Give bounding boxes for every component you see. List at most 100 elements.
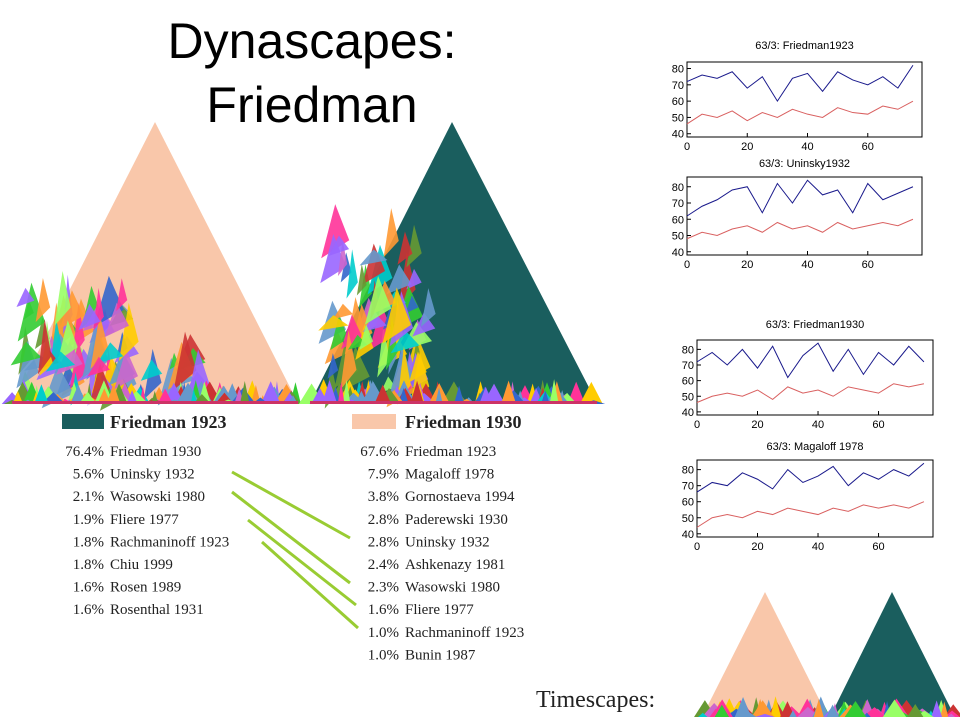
scape-patch <box>59 290 84 329</box>
scape-triangle <box>702 592 828 717</box>
y-tick-label: 70 <box>682 360 694 372</box>
connector <box>231 470 351 540</box>
scape-patch <box>698 712 708 717</box>
scape-triangle <box>830 592 955 717</box>
y-tick-label: 60 <box>682 497 694 509</box>
scape-patch <box>409 351 427 383</box>
scape-patch <box>359 324 374 351</box>
scape-patch <box>362 243 386 285</box>
legend-name: Gornostaeva 1994 <box>405 489 515 505</box>
scape-patch <box>501 380 517 404</box>
scape-patch <box>435 387 443 404</box>
legend-percent: 1.6% <box>73 602 104 618</box>
scape-patch <box>405 295 419 314</box>
y-tick-label: 50 <box>682 513 694 525</box>
x-tick-label: 60 <box>862 259 874 271</box>
scape-patch <box>332 303 353 320</box>
legend-percent: 1.8% <box>73 534 104 550</box>
legend-percent: 5.6% <box>73 467 104 483</box>
legend-name: Bunin 1987 <box>405 647 476 663</box>
scape-patch <box>337 382 345 404</box>
connectors <box>231 470 360 630</box>
scape-patch <box>813 698 824 717</box>
y-tick-label: 60 <box>672 96 684 108</box>
scape-patch <box>412 312 436 337</box>
legend-percent: 2.1% <box>73 489 104 505</box>
y-tick-label: 80 <box>682 465 694 477</box>
x-tick-label: 0 <box>694 541 700 553</box>
scape-patch <box>157 388 173 404</box>
scape-patch <box>34 384 49 404</box>
y-tick-label: 50 <box>682 391 694 403</box>
legend-percent: 76.4% <box>65 444 104 460</box>
scape-patch <box>947 713 956 717</box>
scape-patch <box>362 312 387 333</box>
scape-patch <box>190 388 197 404</box>
scape-patch <box>106 383 121 404</box>
scape-patch <box>789 710 797 717</box>
plot-frame <box>686 61 923 138</box>
x-tick-label: 0 <box>684 141 690 153</box>
scape-patch <box>34 317 50 350</box>
scape-patch <box>549 379 559 404</box>
legend-name: Uninsky 1932 <box>405 534 490 550</box>
series-line <box>696 383 925 403</box>
scape-patch <box>421 288 436 327</box>
x-tick-label: 40 <box>801 141 813 153</box>
x-tick-label: 0 <box>684 259 690 271</box>
scape-patch <box>16 340 39 389</box>
legend-name: Rachmaninoff 1923 <box>405 625 524 641</box>
scape-patch <box>406 268 422 290</box>
footer-label: Timescapes: <box>536 687 655 713</box>
legend-name: Fliere 1977 <box>110 512 179 528</box>
scape-patch <box>114 348 138 390</box>
chart-title: 63/3: Magaloff 1978 <box>766 441 863 453</box>
scape-patch <box>386 264 412 295</box>
connector <box>231 490 351 585</box>
y-tick-label: 40 <box>682 407 694 419</box>
legend-percent: 1.0% <box>368 625 399 641</box>
scape-patch <box>78 303 101 331</box>
scape-patch <box>126 390 138 404</box>
legend-percent: 1.6% <box>368 602 399 618</box>
legend-percent: 1.9% <box>73 512 104 528</box>
scape-patch <box>35 278 51 323</box>
series-line <box>686 64 914 103</box>
y-tick-label: 80 <box>682 344 694 356</box>
scape-patch <box>318 315 349 331</box>
legend-percent: 1.8% <box>73 557 104 573</box>
x-tick-label: 0 <box>694 419 700 431</box>
scape-patch <box>327 353 339 379</box>
plot-frame <box>696 459 934 538</box>
scape-texture <box>1 204 960 717</box>
legend-name: Rosenthal 1931 <box>110 602 204 618</box>
plot-frame <box>686 176 923 256</box>
scape-patch <box>97 388 111 404</box>
legend-name: Fliere 1977 <box>405 602 474 618</box>
y-tick-label: 50 <box>672 231 684 243</box>
series-line <box>686 100 914 125</box>
scape-patch <box>151 390 159 404</box>
scape-patch <box>186 349 210 401</box>
x-tick-label: 40 <box>812 419 824 431</box>
scape-patch <box>118 302 139 361</box>
scape-patch <box>10 341 42 366</box>
scape-patch <box>328 235 350 256</box>
y-tick-label: 70 <box>682 481 694 493</box>
scape-patch <box>754 713 775 717</box>
scape-patch <box>714 704 730 717</box>
scape-patch <box>751 700 774 717</box>
y-tick-label: 60 <box>682 376 694 388</box>
legend-name: Rachmaninoff 1923 <box>110 534 229 550</box>
scape-patch <box>882 699 907 717</box>
scape-patch <box>87 356 110 377</box>
legend-percent: 1.0% <box>368 647 399 663</box>
scape-patch <box>104 302 129 338</box>
scape-patch <box>453 385 465 404</box>
legend-name: Magaloff 1978 <box>405 467 494 483</box>
legend-header: Friedman 1923 <box>110 412 227 432</box>
scape-patch <box>17 282 46 342</box>
x-tick-label: 60 <box>872 541 884 553</box>
scape-patch <box>337 239 348 277</box>
x-tick-label: 60 <box>872 419 884 431</box>
